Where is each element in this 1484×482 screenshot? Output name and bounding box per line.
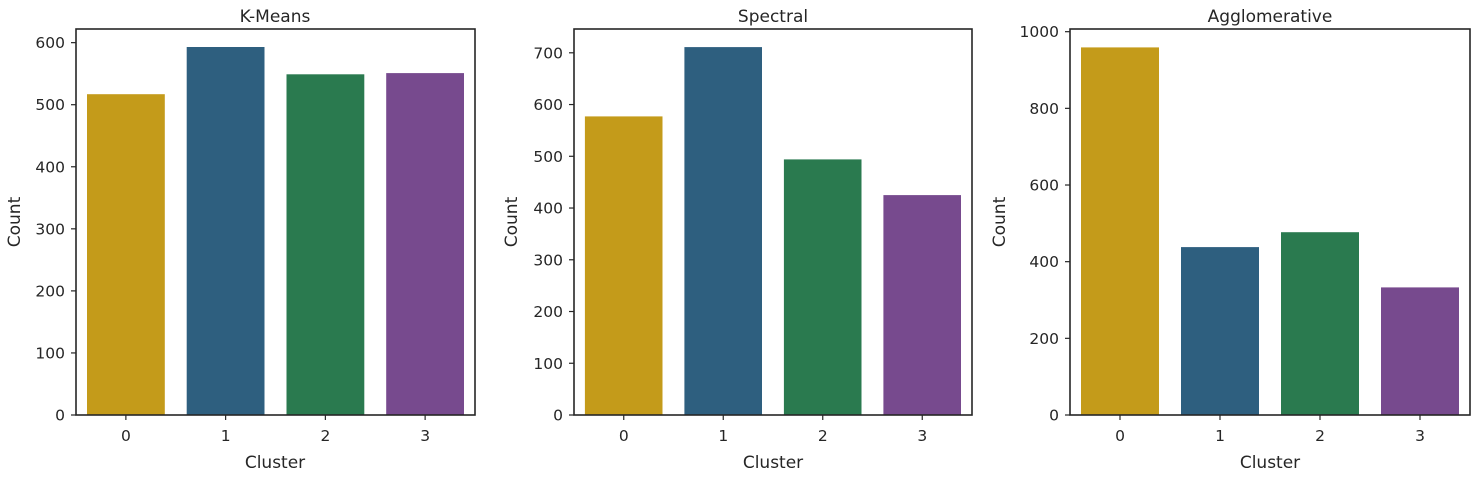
y-tick-label: 500	[533, 148, 563, 166]
chart-title: Spectral	[738, 7, 808, 27]
y-tick-group: 0 100 200 300 400 500 600	[35, 34, 76, 425]
y-tick-label: 200	[533, 303, 563, 321]
y-tick-label: 600	[35, 34, 65, 52]
x-tick-label: 0	[1115, 427, 1125, 445]
x-axis-label: Cluster	[743, 453, 803, 473]
y-tick-label: 300	[533, 251, 563, 269]
y-tick-label: 0	[1049, 407, 1059, 425]
y-axis-label: Count	[5, 196, 25, 247]
x-tick-label: 0	[121, 427, 131, 445]
y-tick-group: 0 200 400 600 800 1000	[1020, 23, 1070, 425]
x-tick-label: 1	[1215, 427, 1225, 445]
x-tick-label: 3	[420, 427, 430, 445]
y-tick-label: 700	[533, 44, 563, 62]
x-tick-group: 0 1 2 3	[1115, 415, 1425, 445]
y-tick-label: 0	[553, 407, 563, 425]
x-tick-label: 3	[917, 427, 927, 445]
bar-cluster-2	[1281, 232, 1359, 415]
y-tick-label: 400	[1029, 253, 1059, 271]
y-tick-label: 100	[35, 344, 65, 362]
x-tick-label: 2	[320, 427, 330, 445]
y-tick-label: 600	[533, 96, 563, 114]
bar-cluster-0	[1081, 47, 1159, 416]
bar-cluster-3	[883, 195, 961, 415]
plot-frame	[75, 28, 476, 416]
chart-panel-spectral: Spectral Cluster Count 0 100 200 300 400 500 6…	[502, 7, 973, 473]
y-tick-label: 200	[35, 282, 65, 300]
bar-cluster-2	[286, 74, 365, 416]
bar-cluster-3	[1381, 287, 1459, 415]
x-tick-group: 0 1 2 3	[121, 415, 430, 445]
x-tick-label: 1	[221, 427, 231, 445]
bar-cluster-2	[783, 159, 862, 415]
y-tick-label: 0	[55, 407, 65, 425]
bar-cluster-1	[186, 47, 265, 415]
bar-cluster-1	[1181, 247, 1259, 415]
y-tick-label: 100	[533, 355, 563, 373]
y-tick-label: 200	[1029, 330, 1059, 348]
y-tick-group: 0 100 200 300 400 500 600 700	[533, 44, 574, 425]
y-axis-label: Count	[990, 196, 1010, 247]
x-axis-label: Cluster	[1240, 453, 1300, 473]
bar-group	[87, 47, 464, 416]
x-tick-label: 3	[1415, 427, 1425, 445]
bar-group	[584, 47, 961, 416]
y-tick-label: 300	[35, 220, 65, 238]
y-tick-label: 600	[1029, 177, 1059, 195]
plot-frame	[1069, 28, 1471, 416]
x-axis-label: Cluster	[245, 453, 305, 473]
chart-title: K-Means	[240, 7, 311, 27]
x-tick-label: 2	[1315, 427, 1325, 445]
y-tick-label: 800	[1029, 100, 1059, 118]
bar-cluster-1	[684, 47, 762, 415]
chart-panel-kmeans: K-Means Cluster Count 0 100 200 300 400 500 60…	[5, 7, 476, 473]
chart-panel-agglomerative: Agglomerative Cluster Count 0 200 400 600 80…	[990, 7, 1471, 473]
x-tick-group: 0 1 2 3	[619, 415, 927, 445]
bar-group	[1081, 47, 1459, 416]
chart-title: Agglomerative	[1208, 7, 1333, 27]
plot-frame	[573, 28, 973, 416]
bar-cluster-0	[87, 94, 165, 415]
y-axis-label: Count	[502, 196, 522, 247]
y-tick-label: 400	[533, 200, 563, 218]
bar-cluster-3	[386, 73, 464, 415]
y-tick-label: 1000	[1020, 23, 1059, 41]
y-tick-label: 500	[35, 96, 65, 114]
x-tick-label: 0	[619, 427, 629, 445]
x-tick-label: 2	[818, 427, 828, 445]
x-tick-label: 1	[718, 427, 728, 445]
y-tick-label: 400	[35, 158, 65, 176]
bar-cluster-0	[584, 116, 663, 416]
